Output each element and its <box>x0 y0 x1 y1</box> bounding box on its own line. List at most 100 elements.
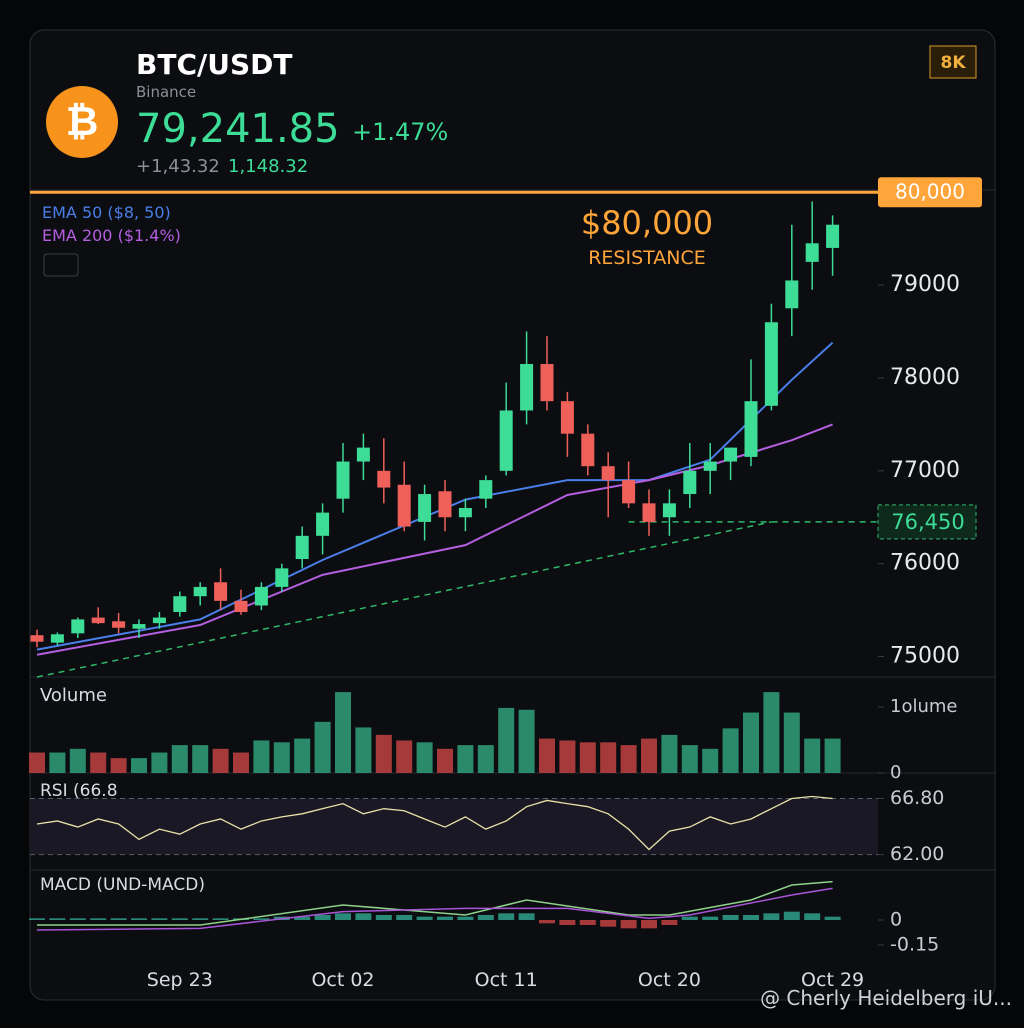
candle-body <box>785 280 799 309</box>
volume-bar <box>233 752 249 773</box>
volume-bar <box>702 748 719 773</box>
candle-body <box>438 491 452 518</box>
y-tick-label: 76000 <box>890 551 960 576</box>
volume-bar <box>212 748 229 773</box>
volume-bar <box>641 738 657 773</box>
candle-body <box>356 447 370 462</box>
volume-bar <box>457 745 474 773</box>
macd-bar <box>559 920 576 925</box>
volume-text: 1,148.32 <box>228 156 308 177</box>
macd-bar <box>192 918 209 920</box>
candle-body <box>418 494 432 522</box>
candle-body <box>703 461 717 471</box>
volume-bar <box>600 742 617 773</box>
btc-logo <box>46 86 118 158</box>
trendline <box>36 521 772 678</box>
volume-bar <box>253 740 270 773</box>
macd-bar <box>722 915 739 920</box>
watermark: @ Cherly Heidelberg iU... <box>760 986 1012 1010</box>
candle-body <box>520 364 534 411</box>
volume-bar <box>763 692 780 773</box>
candle-body <box>601 466 615 481</box>
macd-bar <box>375 915 392 920</box>
volume-bar <box>151 752 168 773</box>
macd-bar <box>49 918 66 920</box>
macd-bar <box>477 915 494 920</box>
macd-bar <box>804 913 821 920</box>
collapse-button[interactable] <box>43 253 79 277</box>
resistance-title: $80,000 <box>581 204 713 242</box>
candle-body <box>662 503 676 518</box>
x-tick-label: Oct 02 <box>311 969 374 991</box>
macd-bar <box>457 916 474 920</box>
plot: 75000 76000 77000 78000 79000 EMA 50 ($8, 50)… <box>29 177 995 991</box>
macd-bar <box>69 918 86 920</box>
price: 79,241.85 <box>136 106 340 152</box>
candle-body <box>214 582 228 601</box>
y-tick-label: 77000 <box>890 458 960 483</box>
macd-bar <box>29 918 45 920</box>
macd-bar <box>702 916 719 920</box>
volume-bar <box>335 692 351 773</box>
candle-body <box>112 621 126 628</box>
volume-bar <box>49 752 66 773</box>
panel-title: Volume <box>40 685 107 706</box>
volume-bar <box>437 748 453 773</box>
candle-body <box>683 470 697 495</box>
macd-bar <box>518 913 535 920</box>
macd-bar <box>437 916 453 920</box>
panel-title: MACD (UND-MACD) <box>40 875 205 895</box>
resistance-label: 80,000 <box>895 180 965 204</box>
x-tick-label: Oct 20 <box>638 969 701 991</box>
volume-bar <box>314 721 331 773</box>
y-tick-label: 1olume <box>890 696 957 717</box>
macd-bar <box>743 915 759 920</box>
volume-bar <box>192 745 209 773</box>
macd-bar <box>212 918 229 920</box>
candle-body <box>91 617 105 624</box>
legend-entry: EMA 200 ($1.4%) <box>42 226 181 245</box>
volume-bar <box>131 758 147 773</box>
candle-body <box>724 447 738 462</box>
volume-bar <box>539 738 555 773</box>
rsi-line <box>36 795 833 851</box>
volume-bar <box>620 745 637 773</box>
macd-bar <box>661 920 678 925</box>
macd-bar <box>131 918 147 920</box>
x-tick-label: Sep 23 <box>147 969 213 991</box>
candle-body <box>622 480 636 504</box>
y-tick-label: 78000 <box>890 365 960 390</box>
volume-bar <box>29 752 45 773</box>
candle-body <box>540 364 554 402</box>
volume-bar <box>69 748 86 773</box>
y-tick-label: -0.15 <box>890 934 939 956</box>
change-abs: +1,43.32 <box>136 156 220 177</box>
macd-bar <box>579 920 596 925</box>
volume-bar <box>171 745 188 773</box>
exchange: Binance <box>136 83 196 101</box>
macd-bar <box>539 920 555 924</box>
badge-box <box>929 45 977 79</box>
x-tick-label: Oct 11 <box>475 969 538 991</box>
candle-body <box>50 634 64 643</box>
volume-bar <box>681 745 698 773</box>
change-pct: +1.47% <box>352 118 448 146</box>
candle-body <box>581 433 595 467</box>
support-label: 76,450 <box>891 510 964 534</box>
macd-bar <box>151 918 168 920</box>
volume-bar <box>416 742 433 773</box>
candle-body <box>642 503 656 522</box>
y-tick-label: 0 <box>890 762 901 783</box>
macd-bar <box>498 913 515 920</box>
candle-body <box>234 600 248 612</box>
macd-bar <box>253 918 270 920</box>
macd-bar <box>396 915 413 920</box>
macd-line <box>36 887 833 931</box>
y-tick-label: 79000 <box>890 272 960 297</box>
macd-bar <box>90 918 107 920</box>
volume-bar <box>355 727 372 773</box>
macd-bar <box>110 918 127 920</box>
candle-body <box>458 507 472 518</box>
y-tick-label: 0 <box>890 909 902 931</box>
